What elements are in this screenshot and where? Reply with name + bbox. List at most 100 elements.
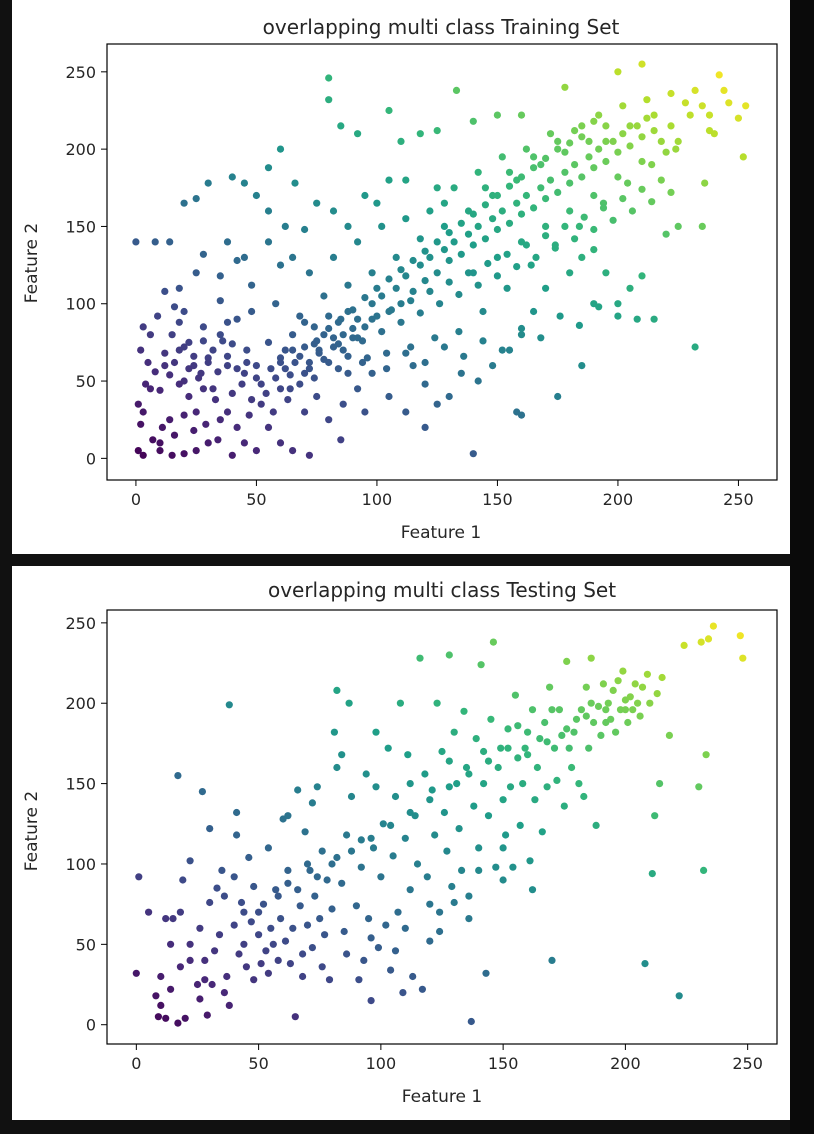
data-point [445, 392, 453, 401]
data-point [397, 300, 405, 308]
data-point [347, 792, 356, 801]
data-point [240, 940, 248, 948]
data-point [220, 989, 228, 997]
data-point [514, 722, 522, 730]
data-point [426, 287, 434, 295]
data-point [528, 706, 537, 714]
data-point [272, 374, 280, 382]
data-point [156, 386, 164, 394]
y-tick-label: 0 [86, 449, 96, 468]
data-point [498, 153, 506, 161]
x-tick-label: 250 [723, 490, 754, 509]
data-point [276, 358, 285, 367]
data-point [299, 950, 307, 958]
training-scatter-chart: overlapping multi class Training Set Fea… [22, 15, 778, 543]
data-point [185, 338, 193, 346]
data-point [469, 210, 477, 218]
data-point [233, 423, 241, 431]
data-point [614, 677, 622, 685]
data-point [206, 898, 214, 907]
data-point [691, 86, 699, 94]
data-point [310, 374, 318, 382]
data-point [334, 365, 342, 373]
data-point [621, 706, 630, 714]
data-point [339, 331, 347, 339]
data-point [614, 173, 622, 181]
data-point [269, 940, 277, 948]
data-point [582, 683, 590, 691]
data-point [286, 960, 294, 968]
data-point [470, 802, 478, 810]
data-point [284, 866, 292, 874]
data-point [397, 318, 405, 326]
data-point [397, 137, 405, 145]
data-point [373, 199, 381, 207]
data-point [631, 680, 639, 688]
x-tick-label: 150 [488, 1054, 519, 1073]
data-point [192, 447, 200, 455]
data-point [333, 763, 341, 772]
data-point [402, 272, 410, 280]
data-point [367, 834, 375, 842]
data-point [139, 408, 147, 416]
data-point [264, 423, 273, 431]
data-point [338, 879, 346, 887]
x-tick-label: 50 [248, 1054, 268, 1073]
data-point [323, 876, 331, 884]
data-point [440, 222, 448, 230]
data-point [385, 392, 393, 401]
data-point [240, 179, 248, 187]
data-point [289, 924, 297, 932]
data-point [421, 247, 429, 255]
data-point [658, 673, 666, 682]
data-point [161, 362, 169, 370]
data-point [267, 365, 275, 373]
data-point [474, 222, 482, 230]
data-point [238, 380, 246, 388]
data-point [156, 447, 164, 455]
data-point [590, 718, 598, 727]
data-point [291, 1013, 299, 1021]
data-point [168, 451, 176, 459]
data-point [277, 915, 285, 923]
data-point [252, 447, 260, 455]
x-tick-label: 0 [131, 490, 141, 509]
data-point [201, 956, 209, 964]
data-point [421, 423, 429, 431]
data-point [416, 235, 424, 243]
data-point [638, 60, 646, 68]
data-point [357, 836, 365, 844]
data-point [373, 284, 381, 292]
data-point [436, 908, 444, 916]
data-point [274, 956, 282, 964]
data-point [330, 728, 338, 736]
data-point [481, 235, 489, 243]
data-point [223, 238, 232, 246]
data-point [209, 385, 217, 393]
data-point [250, 976, 258, 984]
data-point [132, 238, 140, 246]
data-point [477, 661, 485, 669]
data-point [546, 176, 555, 184]
data-point [397, 266, 405, 274]
data-point [426, 937, 434, 945]
data-point [368, 300, 376, 308]
data-point [578, 173, 586, 181]
data-point [325, 74, 333, 82]
data-point [154, 312, 162, 320]
data-point [245, 853, 253, 862]
data-point [301, 343, 309, 351]
data-point [223, 352, 232, 360]
data-point [199, 337, 207, 345]
data-point [602, 157, 610, 166]
x-tick-label: 100 [366, 1054, 397, 1073]
data-point [368, 315, 376, 323]
data-point [638, 133, 646, 141]
data-point [156, 439, 164, 447]
data-point [180, 307, 188, 316]
data-point [572, 715, 581, 723]
data-point [368, 269, 376, 277]
data-point [190, 352, 198, 360]
data-point [361, 408, 369, 416]
data-point [568, 763, 576, 772]
